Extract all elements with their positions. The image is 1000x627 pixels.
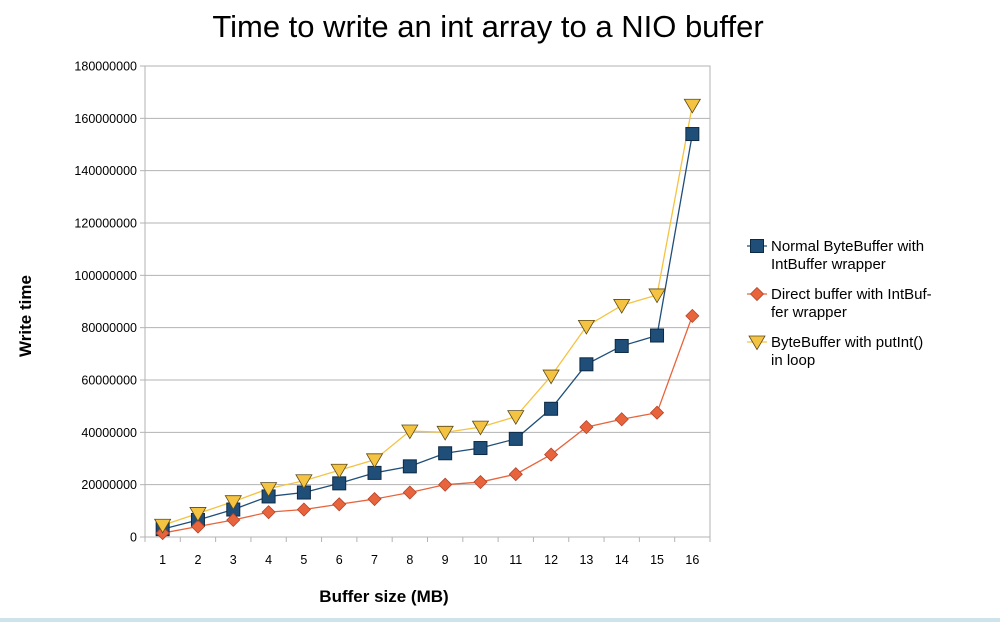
y-tick-label: 20000000 [81, 478, 137, 492]
y-tick-label: 160000000 [74, 112, 137, 126]
x-tick-label: 4 [265, 553, 272, 567]
x-tick-label: 1 [159, 553, 166, 567]
y-tick-label: 140000000 [74, 164, 137, 178]
data-point-square [685, 127, 700, 142]
x-tick-label: 2 [194, 553, 201, 567]
data-point-square [544, 401, 559, 416]
data-point-diamond [367, 491, 382, 507]
y-tick-label: 180000000 [74, 60, 137, 74]
data-point-triangle [507, 410, 525, 426]
legend-label: Normal ByteBuffer with IntBuffer wrapper [771, 238, 924, 273]
data-point-triangle [224, 495, 242, 511]
series-line-3 [162, 105, 693, 526]
data-point-diamond [190, 519, 206, 534]
series-line-1 [162, 133, 693, 530]
data-point-diamond [544, 447, 559, 462]
x-tick-label: 10 [474, 553, 488, 567]
data-point-square [614, 338, 629, 353]
data-point-triangle [153, 518, 172, 534]
x-tick-label: 5 [300, 553, 307, 567]
data-point-diamond [332, 497, 347, 512]
x-tick-label: 6 [336, 553, 343, 567]
y-tick-label: 120000000 [74, 217, 137, 231]
data-point-triangle [683, 98, 702, 114]
x-tick-label: 11 [509, 553, 522, 567]
data-point-diamond [438, 477, 453, 492]
x-tick-label: 3 [230, 553, 237, 567]
data-point-triangle [648, 288, 666, 304]
y-tick-label: 100000000 [74, 269, 137, 283]
legend-label: Direct buffer with IntBuf-fer wrapper [771, 286, 932, 321]
data-point-square [332, 476, 347, 491]
data-point-diamond [296, 502, 311, 517]
data-point-diamond [226, 512, 241, 528]
data-point-diamond [579, 420, 594, 435]
data-point-triangle [436, 425, 454, 441]
legend-marker-triangle [748, 335, 766, 351]
x-tick-label: 9 [442, 553, 449, 567]
data-point-diamond [508, 467, 523, 482]
x-tick-label: 8 [406, 553, 413, 567]
data-point-triangle [613, 299, 631, 314]
legend: Normal ByteBuffer with IntBuffer wrapper D… [747, 238, 932, 369]
data-point-triangle [471, 420, 490, 436]
data-point-triangle [189, 507, 207, 522]
data-point-square [508, 431, 523, 446]
chart-title: Time to write an int array to a NIO buff… [212, 9, 763, 44]
y-tick-label: 0 [130, 531, 137, 545]
data-point-triangle [259, 482, 278, 497]
data-point-diamond [614, 412, 629, 427]
y-tick-label: 80000000 [81, 321, 137, 335]
bottom-rule [0, 618, 1000, 622]
x-tick-label: 7 [371, 553, 378, 567]
data-point-triangle [330, 463, 348, 479]
data-point-diamond [261, 505, 276, 520]
legend-marker-diamond [749, 286, 765, 302]
x-tick-label: 15 [650, 553, 664, 567]
x-tick-label: 16 [685, 553, 699, 567]
x-axis-title: Buffer size (MB) [319, 587, 448, 606]
data-point-diamond [402, 485, 417, 500]
data-point-diamond [685, 308, 700, 323]
data-point-square [473, 441, 488, 456]
series-line-2 [162, 315, 693, 534]
x-tick-label: 13 [579, 553, 593, 567]
data-point-triangle [542, 369, 560, 385]
data-point-diamond [473, 474, 488, 490]
data-point-square [579, 357, 594, 372]
y-tick-label: 60000000 [81, 374, 137, 388]
data-point-square [438, 446, 453, 461]
data-point-triangle [577, 319, 596, 335]
y-tick-label: 40000000 [81, 426, 137, 440]
x-tick-label: 14 [615, 553, 629, 567]
x-tick-label: 12 [544, 553, 558, 567]
data-point-diamond [649, 405, 665, 420]
legend-label: ByteBuffer with putInt() in loop [771, 334, 923, 369]
y-axis-title: Write time [16, 275, 35, 357]
data-point-square [402, 459, 417, 474]
legend-marker-square [750, 239, 764, 253]
data-point-square [367, 465, 382, 480]
data-point-triangle [295, 474, 313, 490]
data-point-triangle [401, 424, 419, 440]
data-point-triangle [365, 453, 384, 469]
data-point-square [650, 328, 665, 343]
